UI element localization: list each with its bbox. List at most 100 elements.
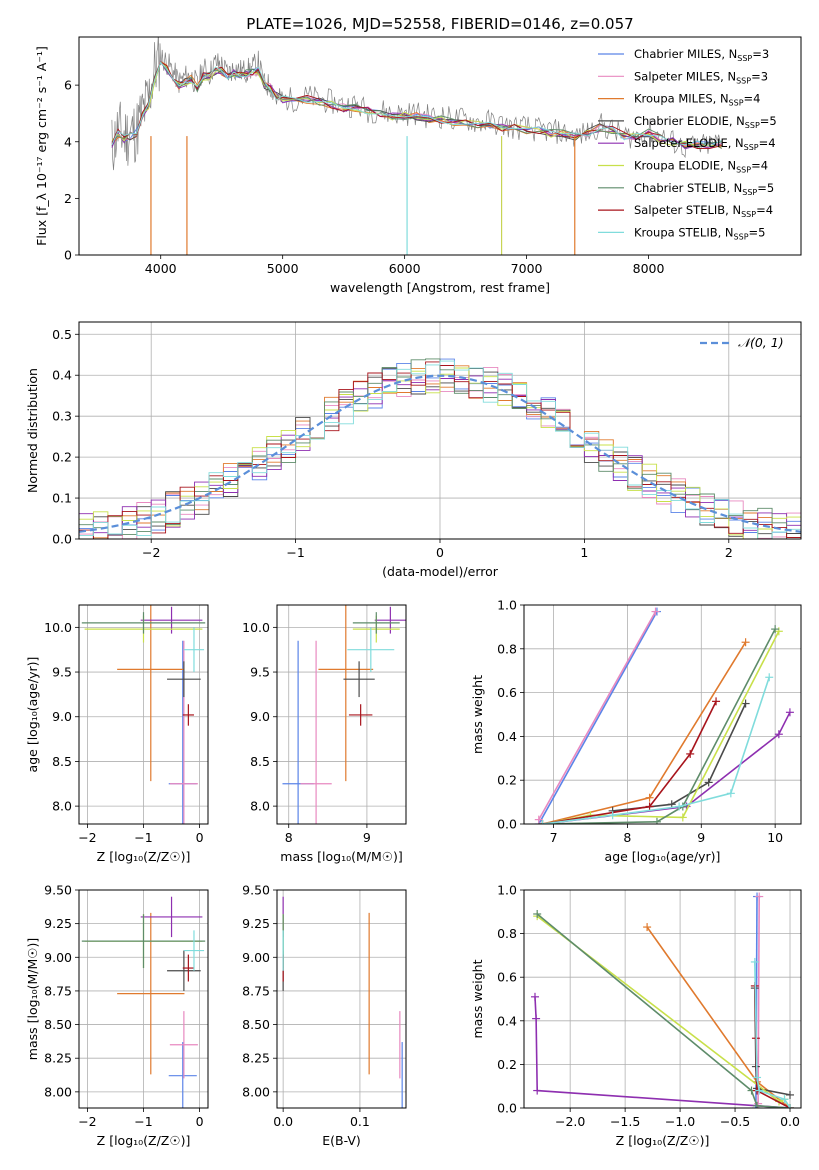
x-tick-label: 0.1 <box>350 1114 370 1129</box>
weight-line <box>538 611 657 820</box>
y-axis-label: age [log₁₀(age/yr)] <box>25 657 40 773</box>
x-tick-label: −1 <box>134 1114 152 1129</box>
y-tick-label: 1.0 <box>497 598 517 613</box>
y-tick-label: 8.00 <box>242 1084 270 1099</box>
x-tick-label: −2.0 <box>555 1114 585 1129</box>
y-axis-label: Flux [f_λ 10⁻¹⁷ erg cm⁻² s⁻¹ A⁻¹] <box>34 46 49 246</box>
y-tick-label: 4 <box>64 134 72 149</box>
x-axis-label: Z [log₁₀(Z/Z☉)] <box>97 1133 191 1148</box>
legend-label: Chabrier MILES, NSSP=3 <box>634 47 769 63</box>
x-tick-label: −1.5 <box>610 1114 640 1129</box>
residual-histogram <box>79 367 801 539</box>
panel-age_vs_Z: −2 −1 0 8.0 8.5 9.0 9.5 10.0 Z [log₁₀(Z/Z☉)] age … <box>25 604 209 864</box>
residual-histogram <box>79 365 801 539</box>
axes-frame <box>78 889 209 1109</box>
x-tick-label: 7000 <box>511 261 543 276</box>
y-tick-label: 0.4 <box>497 729 517 744</box>
panel-mass_vs_Z: −2 −1 0 8.00 8.25 8.50 8.75 9.00 9.25 9.50 Z [log₁… <box>25 883 209 1148</box>
y-axis-label: mass weight <box>470 959 485 1038</box>
x-tick-label: 0.0 <box>273 1114 293 1129</box>
x-axis-label: Z [log₁₀(Z/Z☉)] <box>97 849 191 864</box>
x-tick-label: 8 <box>285 830 293 845</box>
y-tick-label: 0.0 <box>497 1101 517 1116</box>
y-tick-label: 9.25 <box>44 916 72 931</box>
panel-residuals: −2 −1 0 1 2 0.0 0.1 0.2 0.3 0.4 0.5 (data-model)/er… <box>25 321 802 579</box>
x-tick-label: 9 <box>697 830 705 845</box>
y-tick-label: 2 <box>64 191 72 206</box>
y-tick-label: 0.8 <box>497 641 517 656</box>
plot-area <box>282 605 406 824</box>
axes-frame <box>523 889 802 1109</box>
y-tick-label: 8.0 <box>52 799 72 814</box>
x-tick-label: −1 <box>286 545 304 560</box>
x-axis-label: wavelength [Angstrom, rest frame] <box>330 280 550 295</box>
y-tick-label: 9.00 <box>44 950 72 965</box>
x-tick-label: −0.5 <box>720 1114 750 1129</box>
observed-spectrum-line <box>111 37 721 171</box>
weight-line <box>542 677 770 824</box>
x-tick-label: −2 <box>142 545 160 560</box>
x-tick-label: −2 <box>78 1114 96 1129</box>
y-tick-label: 10.0 <box>44 620 72 635</box>
y-tick-label: 0.2 <box>52 450 72 465</box>
legend-label: Kroupa MILES, NSSP=4 <box>634 92 760 108</box>
panel-mass_vs_ebv: 0.0 0.1 8.00 8.25 8.50 8.75 9.00 9.25 9.50 E(B-V) <box>242 883 407 1148</box>
x-axis-label: E(B-V) <box>322 1133 361 1148</box>
weight-line <box>542 628 776 824</box>
y-tick-label: 8.50 <box>242 1017 270 1032</box>
panel-weight_vs_age: 7 8 9 10 0.0 0.2 0.4 0.6 0.8 1.0 age [log₁₀(age/yr… <box>470 598 802 864</box>
weight-line <box>542 630 780 824</box>
legend-label: Chabrier STELIB, NSSP=5 <box>634 181 774 197</box>
y-tick-label: 0.8 <box>497 926 517 941</box>
y-tick-label: 0 <box>64 248 72 263</box>
y-tick-label: 0.6 <box>497 685 517 700</box>
residual-histogram <box>79 360 801 539</box>
x-tick-label: 2 <box>725 545 733 560</box>
x-tick-label: 1 <box>580 545 588 560</box>
y-tick-label: 8.75 <box>242 983 270 998</box>
model-spectrum-line <box>111 61 722 147</box>
y-axis-label: Normed distribution <box>25 368 40 493</box>
axes-frame <box>276 889 407 1109</box>
x-axis-label: age [log₁₀(age/yr)] <box>605 849 721 864</box>
y-tick-label: 0.3 <box>52 409 72 424</box>
y-tick-label: 0.0 <box>497 817 517 832</box>
y-tick-label: 1.0 <box>497 883 517 898</box>
plot-area <box>81 605 206 824</box>
weight-line <box>757 896 761 1104</box>
y-tick-label: 0.4 <box>52 368 72 383</box>
legend-label: Salpeter MILES, NSSP=3 <box>634 69 768 85</box>
plot-area <box>81 896 206 1108</box>
y-tick-label: 0.1 <box>52 491 72 506</box>
axes-frame <box>523 604 802 825</box>
axes-frame <box>78 604 209 825</box>
x-axis-label: mass [log₁₀(M/M☉)] <box>280 849 402 864</box>
y-tick-label: 0.2 <box>497 1057 517 1072</box>
x-tick-label: 0.0 <box>780 1114 800 1129</box>
weight-line <box>534 996 791 1108</box>
y-tick-label: 0.6 <box>497 970 517 985</box>
spectrum-legend: Chabrier MILES, NSSP=3 Salpeter MILES, NS… <box>598 47 777 241</box>
y-tick-label: 8.75 <box>44 983 72 998</box>
model-spectrum-line <box>111 61 722 150</box>
axes-frame <box>276 604 407 825</box>
panel-weight_vs_Z: −2.0 −1.5 −1.0 −0.5 0.0 0.0 0.2 0.4 0.6 0.8 1.0 Z [… <box>470 883 802 1148</box>
y-tick-label: 9.00 <box>242 950 270 965</box>
y-tick-label: 9.50 <box>242 883 270 898</box>
weight-line <box>542 701 717 824</box>
legend-label: Kroupa STELIB, NSSP=5 <box>634 225 765 241</box>
x-tick-label: 8 <box>623 830 631 845</box>
y-tick-label: 8.25 <box>44 1051 72 1066</box>
y-tick-label: 8.5 <box>250 754 270 769</box>
x-tick-label: 4000 <box>145 261 177 276</box>
y-tick-label: 0.2 <box>497 773 517 788</box>
x-axis-label: Z [log₁₀(Z/Z☉)] <box>616 1133 710 1148</box>
gaussian-legend-label: 𝒩(0, 1) <box>738 335 784 350</box>
x-tick-label: 0 <box>196 1114 204 1129</box>
panel-age_vs_mass: 8 9 8.0 8.5 9.0 9.5 10.0 mass [log₁₀(M/M☉)] <box>242 604 407 864</box>
x-tick-label: −1.0 <box>665 1114 695 1129</box>
plot-area <box>530 892 795 1108</box>
y-tick-label: 8.50 <box>44 1017 72 1032</box>
weight-line <box>754 988 791 1096</box>
